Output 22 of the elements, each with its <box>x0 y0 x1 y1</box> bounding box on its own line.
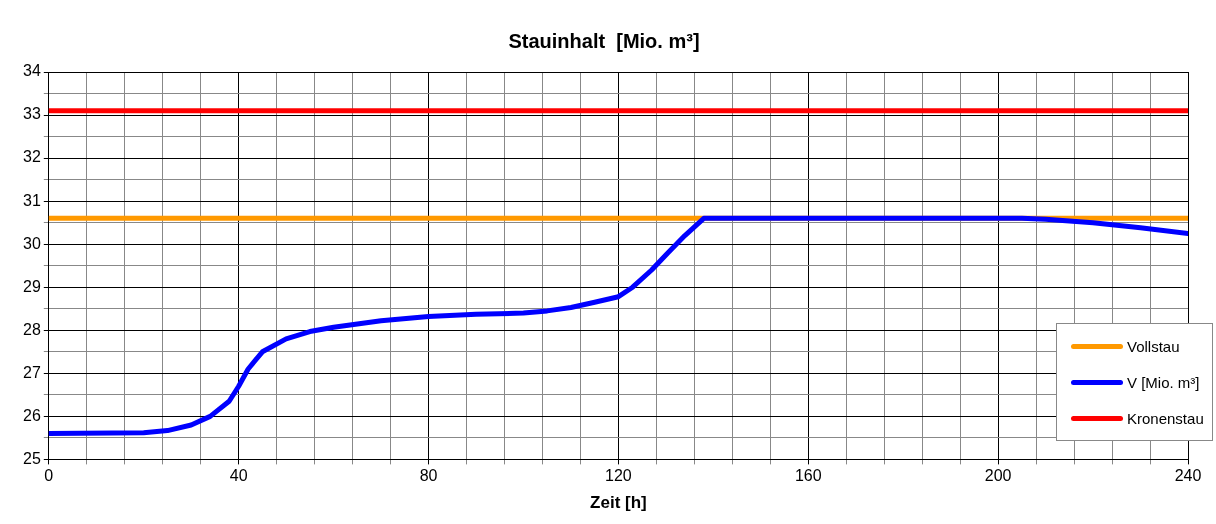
y-tick-label: 30 <box>23 234 41 252</box>
y-tick-label: 33 <box>23 105 41 123</box>
y-tick-label: 32 <box>23 148 41 166</box>
y-tick-label: 25 <box>23 449 41 467</box>
x-tick-label: 160 <box>794 467 822 485</box>
chart-title: Stauinhalt [Mio. m³] <box>508 29 700 52</box>
legend-label: Kronenstau <box>1127 409 1204 427</box>
x-axis-title: Zeit [h] <box>590 493 647 513</box>
y-tick-label: 34 <box>23 62 41 80</box>
y-tick-label: 26 <box>23 406 41 424</box>
y-tick-label: 31 <box>23 191 41 209</box>
x-tick-label: 120 <box>605 467 632 485</box>
y-tick-label: 28 <box>23 320 41 338</box>
y-tick-label: 29 <box>23 277 41 295</box>
x-tick-label: 0 <box>44 467 54 485</box>
x-tick-label: 240 <box>1174 467 1202 485</box>
legend-label: Vollstau <box>1127 337 1180 355</box>
y-tick-label: 27 <box>23 363 41 381</box>
legend-label: V [Mio. m³] <box>1127 373 1200 391</box>
x-tick-label: 40 <box>229 467 248 485</box>
x-tick-label: 80 <box>419 467 438 485</box>
x-tick-label: 200 <box>984 467 1012 485</box>
